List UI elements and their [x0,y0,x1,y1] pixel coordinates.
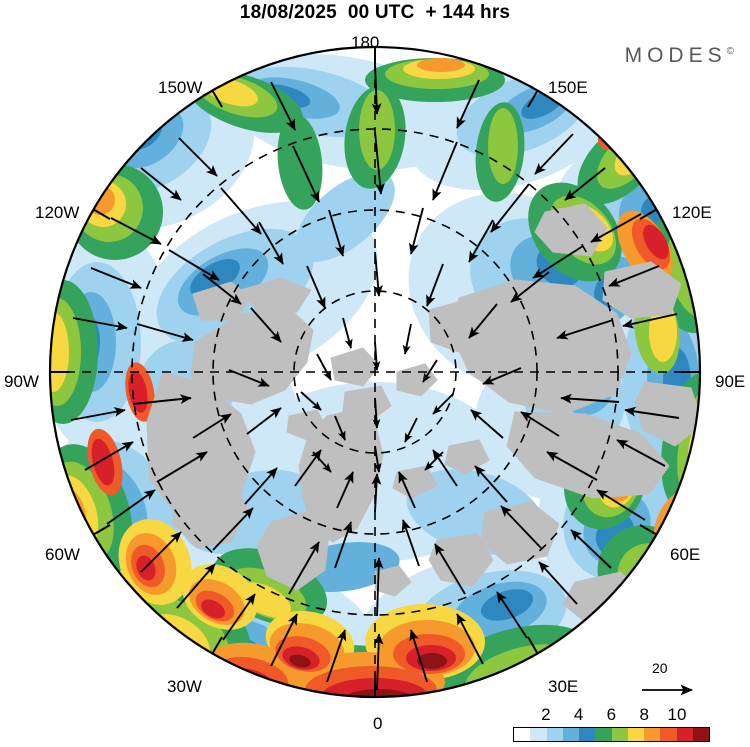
colorbar-tick-10: 10 [667,705,687,724]
colorbar-swatch-0 [514,728,531,741]
lon-label-60w: 60W [45,545,80,564]
colorbar-swatch-3 [562,728,579,741]
colorbar-tick-6: 6 [606,705,617,724]
copyright-icon: © [726,46,734,57]
vector-scale-label: 20 [652,660,668,676]
graticule [50,47,700,697]
modes-logo: MODES© [625,44,734,68]
colorbar-swatch-6 [611,728,628,741]
lon-label-90w: 90W [4,372,39,391]
lon-label-60e: 60E [670,545,701,564]
colorbar-swatch-9 [660,728,677,741]
colorbar-swatch-4 [579,728,596,741]
lon-label-180: 180 [351,33,380,52]
lon-label-150e: 150E [548,78,588,97]
polar-map [45,42,705,702]
map-field [50,47,700,697]
rim-ticks [50,47,700,697]
colorbar-swatch-7 [627,728,644,741]
colorbar-swatch-5 [595,728,612,741]
colorbar-tick-2: 2 [541,705,551,724]
lon-label-150w: 150W [158,78,203,97]
colorbar-swatch-1 [530,728,547,741]
wind-vectors [70,63,680,691]
lon-label-120w: 120W [35,203,80,222]
colorbar-tick-4: 4 [573,705,584,724]
vector-scale-arrow-icon [642,684,694,696]
page-title: 18/08/2025 00 UTC + 144 hrs [239,2,511,23]
colorbar-swatch-2 [546,728,563,741]
colorbar-gradient [513,727,710,742]
lon-label-120e: 120E [672,203,712,222]
modes-logo-text: MODES [624,44,727,67]
polar-map-svg [48,45,702,699]
lon-label-30e: 30E [548,677,579,696]
colorbar-swatch-8 [644,728,661,741]
colorbar: 2 4 6 8 10 [513,705,710,745]
vector-scale-legend: 20 [640,660,720,704]
colorbar-swatch-10 [676,728,693,741]
colorbar-ticks: 2 4 6 8 10 [513,705,710,727]
lon-label-90e: 90E [715,372,746,391]
colorbar-tick-8: 8 [639,705,649,724]
lon-label-30w: 30W [167,677,202,696]
lon-label-0: 0 [373,714,383,733]
colorbar-swatch-11 [692,728,709,741]
